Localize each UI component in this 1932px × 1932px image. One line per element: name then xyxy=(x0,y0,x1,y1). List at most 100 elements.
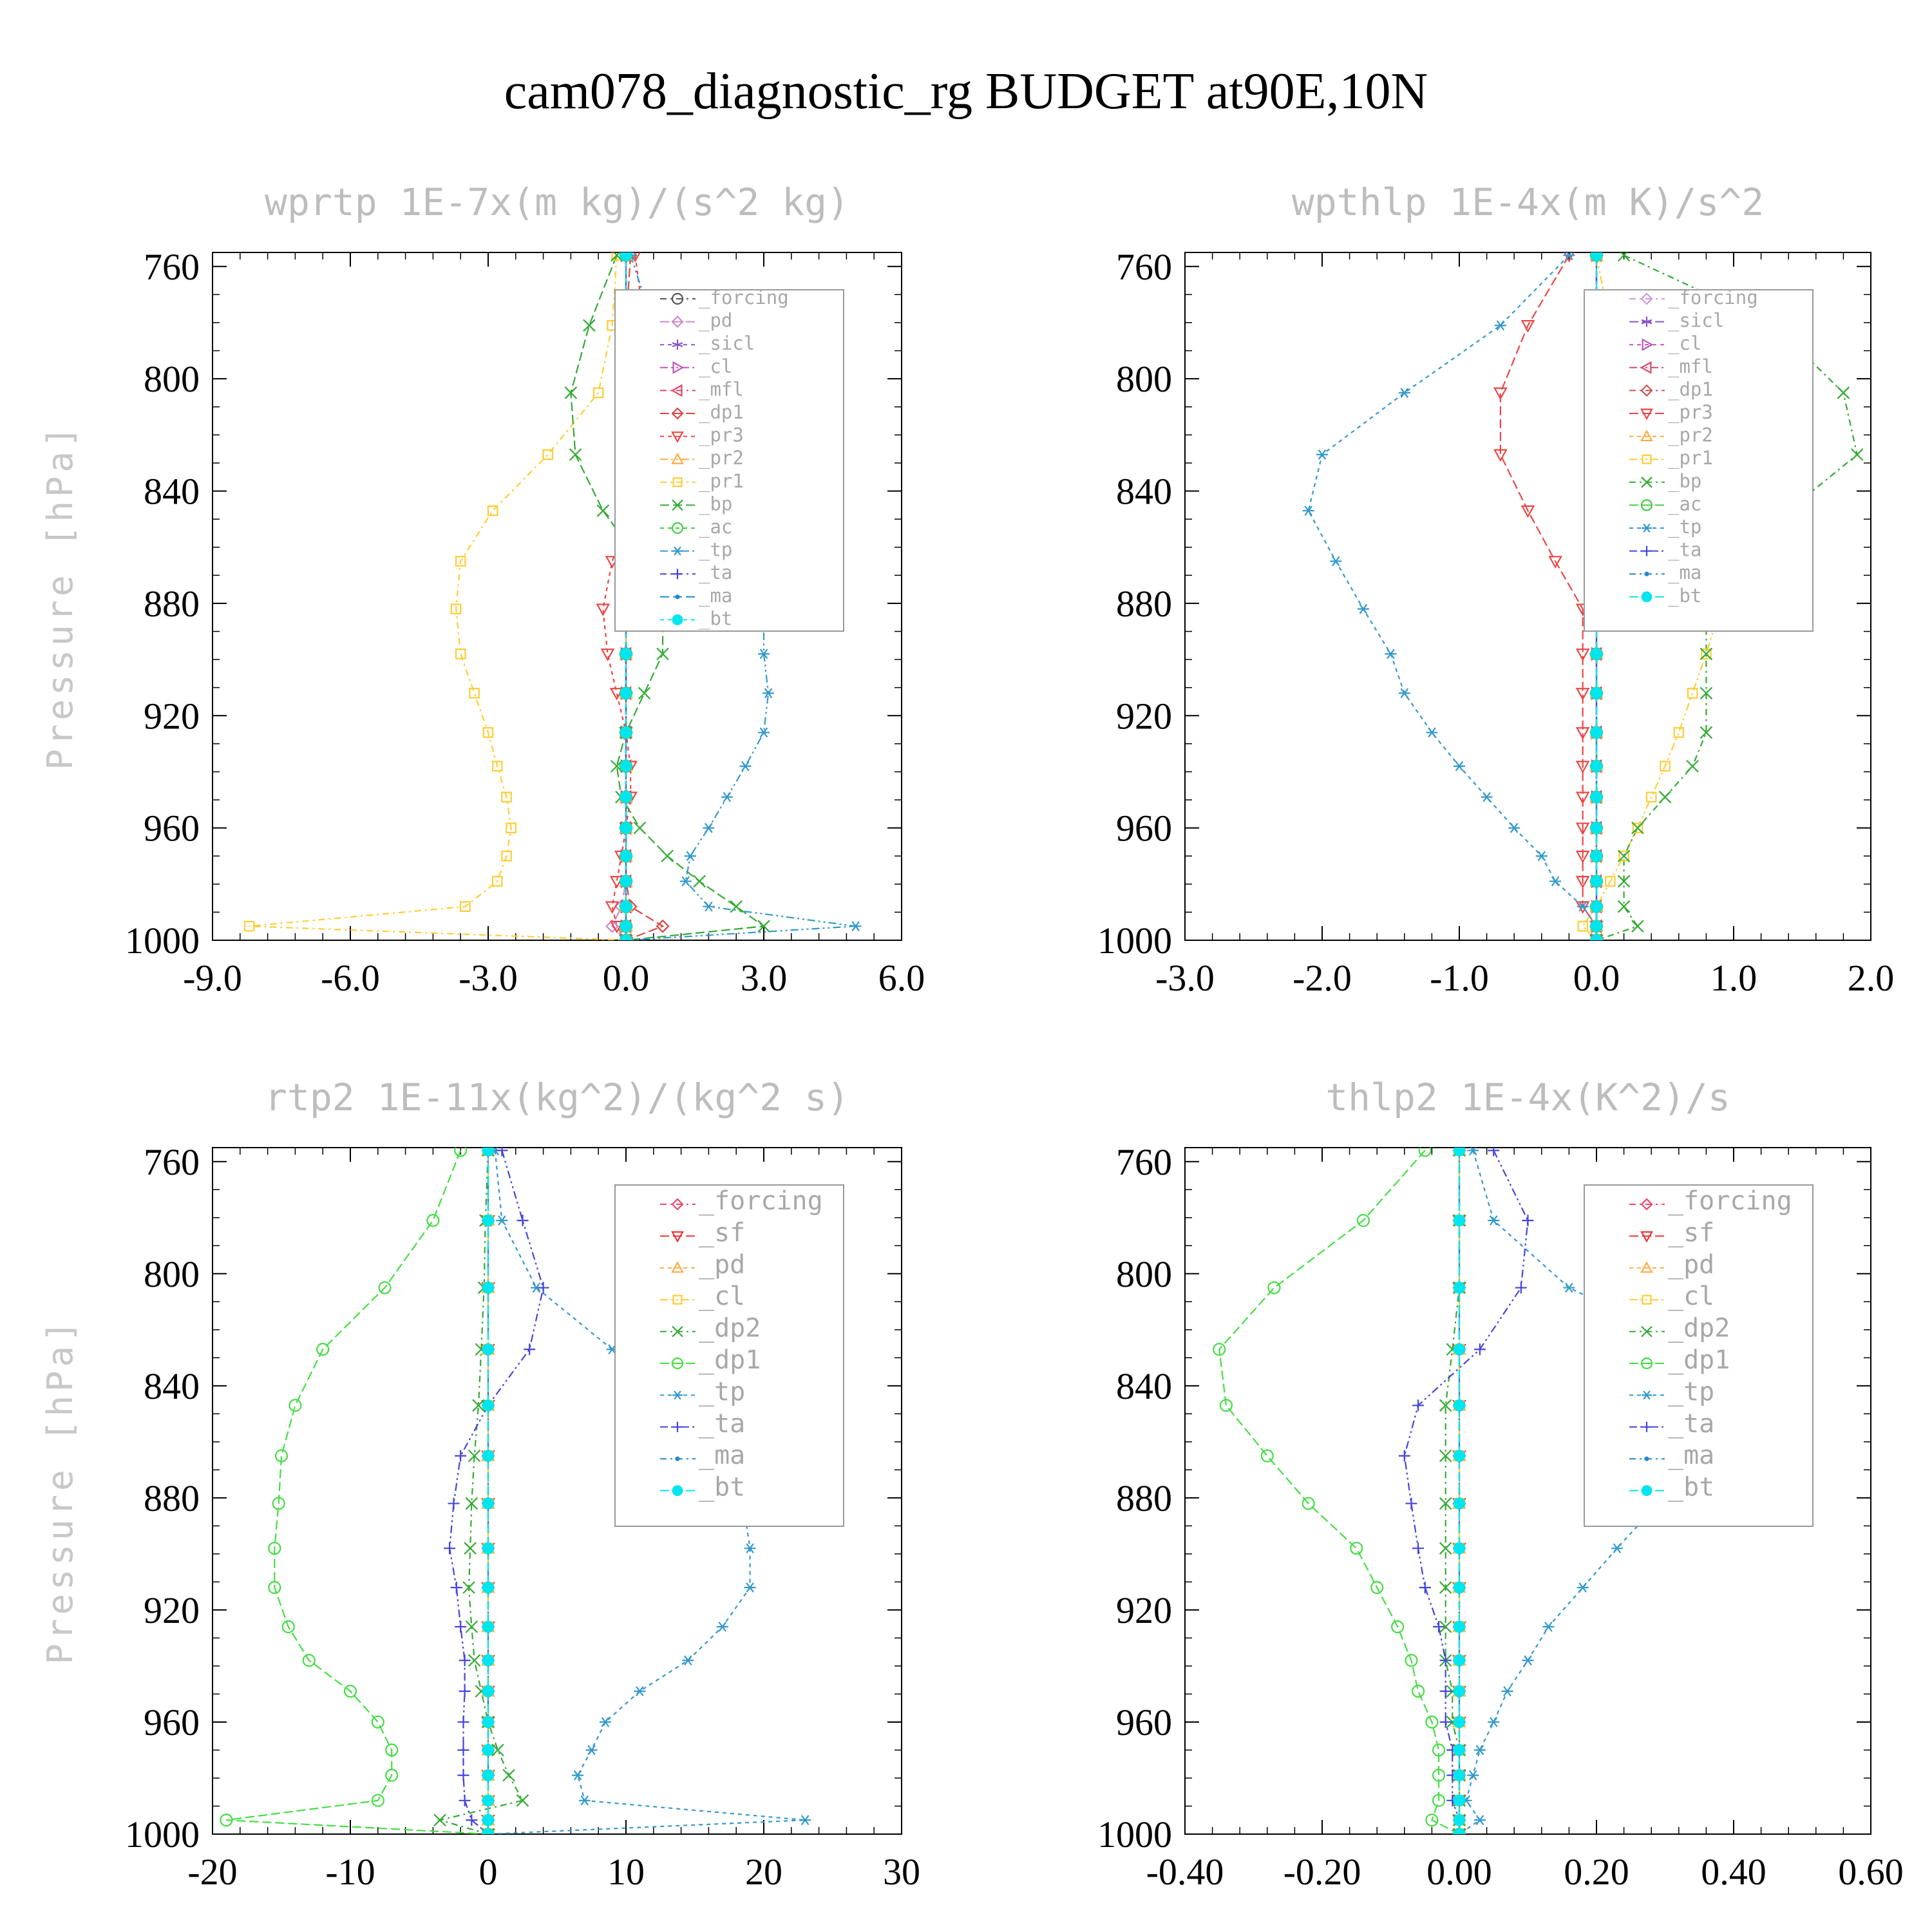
data-point_tp xyxy=(703,901,715,912)
legend-marker xyxy=(675,594,680,600)
legend-label: _ac xyxy=(699,516,732,538)
data-point_bt xyxy=(1453,1794,1466,1807)
data-point_bp xyxy=(638,687,651,700)
data-point_pr1 xyxy=(455,649,466,659)
y-tick-label: 840 xyxy=(1116,471,1172,513)
x-tick-label: 10 xyxy=(607,1851,645,1893)
data-point_dp1 xyxy=(274,1449,289,1463)
data-point_tp xyxy=(599,1717,611,1727)
data-point_bt xyxy=(1453,1282,1466,1294)
x-tick-label: -10 xyxy=(325,1851,375,1893)
legend-label: _ma xyxy=(1668,1441,1714,1470)
data-point_tp xyxy=(1508,822,1520,833)
data-point_bp xyxy=(1686,759,1699,773)
data-point_tp xyxy=(799,1815,811,1826)
data-point_ta xyxy=(1473,1343,1486,1356)
legend-box xyxy=(1584,289,1814,632)
data-point_pr1 xyxy=(455,556,466,567)
data-point_tp xyxy=(744,1543,756,1554)
data-point_bp xyxy=(1700,687,1713,700)
data-point_pr1 xyxy=(1687,688,1698,699)
legend-label: _dp1 xyxy=(699,1345,761,1375)
data-point_pr1 xyxy=(1660,761,1671,772)
data-point_bp xyxy=(1631,821,1644,835)
series-markers_pr1 xyxy=(243,252,632,940)
data-point_pr3 xyxy=(1575,761,1590,773)
series-markers_dp1 xyxy=(1213,1148,1466,1834)
x-tick-label: 0.60 xyxy=(1838,1851,1904,1893)
plot-frame xyxy=(212,1147,902,1835)
panel-title: rtp2 1E-11x(kg^2)/(kg^2 s) xyxy=(265,1075,849,1119)
x-tick-label: 0.40 xyxy=(1701,1851,1766,1893)
data-point_bt xyxy=(482,1214,495,1227)
data-point_pr3 xyxy=(1575,822,1590,835)
legend-marker xyxy=(672,1294,683,1305)
data-point_bt xyxy=(1453,1828,1466,1834)
data-point_bp xyxy=(1617,252,1631,262)
data-point_bt xyxy=(1453,1343,1466,1356)
data-point_dp1 xyxy=(1219,1399,1233,1412)
series-line_ta xyxy=(448,1150,544,1834)
legend-label: _bt xyxy=(1668,1473,1714,1502)
data-point_pr1 xyxy=(1605,876,1616,887)
data-point_bt xyxy=(620,934,632,940)
legend-marker xyxy=(671,407,684,420)
x-tick-label: 0.0 xyxy=(1573,957,1620,999)
data-point_tp xyxy=(1501,1686,1513,1696)
legend-label: _tp xyxy=(699,1377,745,1406)
legend-label: _pr1 xyxy=(699,470,744,493)
data-point_dp1 xyxy=(1302,1497,1315,1510)
data-point_tp xyxy=(1577,901,1589,912)
data-point_ta xyxy=(1488,1148,1500,1157)
legend-marker xyxy=(672,569,683,580)
data-point_dp2 xyxy=(491,1743,504,1757)
legend-label: _dp1 xyxy=(699,401,744,424)
data-point_bp xyxy=(1617,849,1631,862)
data-point_bp xyxy=(610,759,623,773)
data-point_bt xyxy=(620,687,632,699)
data-point_bt xyxy=(1453,1716,1466,1728)
legend-label: _ma xyxy=(699,1441,745,1470)
x-tick-label: 0 xyxy=(479,1851,498,1893)
data-point_dp1 xyxy=(272,1497,285,1510)
legend-label: _pd xyxy=(1668,1250,1714,1280)
data-point_bt xyxy=(1590,726,1603,739)
data-point_tp xyxy=(1473,1745,1486,1756)
legend-label: _sf xyxy=(1668,1218,1714,1247)
series-markers_bt xyxy=(482,1148,495,1834)
data-point_ta xyxy=(516,1215,529,1227)
plot-frame xyxy=(1184,252,1871,941)
legend-marker xyxy=(1642,454,1652,464)
data-point_dp2 xyxy=(465,1497,478,1510)
legend-marker xyxy=(1644,1456,1649,1461)
data-point_bt xyxy=(620,849,632,862)
data-point_tp xyxy=(1473,1815,1486,1826)
legend-label: _cl xyxy=(1668,332,1701,355)
series-line_dp2 xyxy=(1444,1150,1461,1834)
data-point_dp2 xyxy=(464,1542,477,1555)
data-point_ta xyxy=(444,1542,456,1555)
legend-marker xyxy=(1641,1325,1653,1338)
legend-marker xyxy=(672,361,685,374)
y-tick-label: 800 xyxy=(144,1253,200,1295)
legend-label: _dp1 xyxy=(1668,1345,1730,1375)
data-point_dp1 xyxy=(302,1654,316,1667)
legend-marker xyxy=(672,477,683,488)
data-point_bp xyxy=(583,319,596,332)
data-point_bt xyxy=(1453,1542,1466,1555)
y-tick-label: 840 xyxy=(144,471,200,513)
y-tick-label: 960 xyxy=(144,1701,200,1743)
data-point_bt xyxy=(620,760,632,773)
legend-marker xyxy=(1641,591,1653,603)
data-point_pr1 xyxy=(592,387,604,399)
data-point_ta xyxy=(1433,1621,1445,1633)
y-tick-label: 800 xyxy=(1116,358,1172,400)
data-point_bt xyxy=(620,252,632,261)
series-markers_ta xyxy=(444,1148,549,1834)
data-point_bt xyxy=(1453,1654,1466,1667)
data-point_bt xyxy=(482,1814,495,1826)
legend-marker xyxy=(670,384,683,397)
data-point_pr1 xyxy=(482,727,494,738)
data-point_bt xyxy=(482,1620,495,1633)
data-point_bt xyxy=(1453,1450,1466,1463)
